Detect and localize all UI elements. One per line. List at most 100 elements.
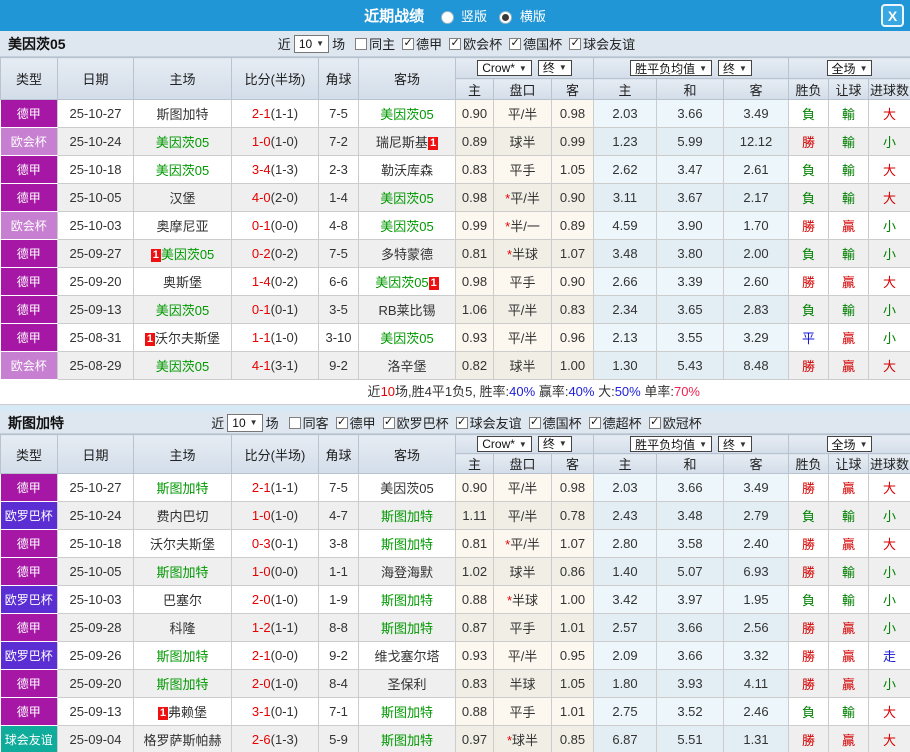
col-subheader: 客 [722, 453, 790, 474]
mean-odds-value: 2.60 [723, 267, 790, 296]
score: 2-0(1-0) [231, 585, 319, 614]
goals-result: 小 [868, 211, 910, 240]
mean-odds-value: 5.51 [656, 725, 724, 752]
mean-odds-value: 4.11 [723, 669, 790, 698]
dropdown-胜平负均值[interactable]: 胜平负均值 ▼ [630, 60, 712, 76]
score: 4-1(3-1) [231, 351, 319, 380]
odds-value: 1.07 [551, 529, 594, 558]
col-header: 类型 [0, 57, 58, 100]
score: 2-1(0-0) [231, 641, 319, 670]
mean-odds-value: 3.55 [656, 323, 724, 352]
checkbox[interactable]: ✓ [335, 416, 348, 429]
cell: 25-09-28 [57, 613, 134, 642]
score: 1-1(1-0) [231, 323, 319, 352]
col-header: 主场 [133, 434, 232, 474]
mean-odds-value: 2.57 [593, 613, 657, 642]
match-row: 德甲 25-09-13 1 弗赖堡 3-1(0-1) 7-1 斯图加特 0.88 平手 1.01 2… [0, 697, 910, 726]
checkbox[interactable]: ✓ [528, 416, 541, 429]
goals-result: 大 [868, 267, 910, 296]
league-badge: 球会友谊 [0, 725, 58, 752]
col-subheader: 进球数 [868, 78, 910, 100]
recent-count-select[interactable]: 10 ▼ [227, 413, 263, 432]
mean-odds-value: 2.43 [593, 501, 657, 530]
radio-horizontal-label[interactable]: 横版 [519, 9, 546, 24]
mean-odds-value: 3.11 [593, 183, 657, 212]
match-row: 德甲 25-10-05 汉堡 4-0(2-0) 1-4 美因茨05 0.98 *平/半 0.90… [0, 183, 910, 212]
cell: 25-10-18 [57, 529, 134, 558]
away-team: 勒沃库森 [358, 155, 456, 184]
dropdown-终[interactable]: 终 ▼ [537, 435, 572, 452]
col-subheader: 主 [455, 78, 494, 100]
cell: 7-5 [318, 473, 359, 502]
home-team: 美因茨05 [133, 295, 232, 324]
filter-bar: 近 10 ▼ 场同客 ✓ 德甲 ✓ 欧罗巴杯 ✓ 球会友谊 ✓ 德国杯 ✓ 德超杯 ✓ 欧冠杯 [211, 413, 702, 432]
handicap-result: 輸 [828, 295, 870, 324]
handicap-result: 贏 [828, 669, 870, 698]
handicap-result: 贏 [828, 211, 870, 240]
summary-row: 近10场,胜4平1负5, 胜率:40% 赢率:40% 大:50% 单率:70% [0, 380, 910, 405]
win-loss: 負 [788, 295, 830, 324]
match-row: 欧罗巴杯 25-10-03 巴塞尔 2-0(1-0) 1-9 斯图加特 0.88 *半球 1.0… [0, 585, 910, 614]
dropdown-终[interactable]: 终 ▼ [718, 60, 752, 76]
league-badge: 德甲 [0, 473, 58, 502]
mean-odds-value: 3.32 [723, 641, 790, 670]
odds-value: 0.96 [551, 323, 594, 352]
checkbox[interactable]: ✓ [449, 37, 462, 50]
handicap-result: 贏 [828, 323, 870, 352]
checkbox[interactable] [355, 37, 368, 50]
league-badge: 德甲 [0, 295, 58, 324]
cell: 25-09-27 [57, 239, 134, 268]
checkbox[interactable]: ✓ [569, 37, 582, 50]
checkbox[interactable]: ✓ [382, 416, 395, 429]
dropdown-Crow*[interactable]: Crow* ▼ [477, 60, 532, 77]
match-row: 德甲 25-10-27 斯图加特 2-1(1-1) 7-5 美因茨05 0.90 平/半 0.9… [0, 473, 910, 502]
mean-odds-value: 2.34 [593, 295, 657, 324]
dropdown-终[interactable]: 终 ▼ [537, 59, 572, 76]
cell: 3-10 [318, 323, 359, 352]
score: 1-0(0-0) [231, 557, 319, 586]
col-header: 类型 [0, 434, 58, 474]
close-icon[interactable]: X [881, 4, 904, 27]
mean-odds-value: 2.09 [593, 641, 657, 670]
league-badge: 德甲 [0, 613, 58, 642]
handicap: *半球 [493, 585, 552, 614]
checkbox[interactable]: ✓ [509, 37, 522, 50]
odds-value: 1.01 [551, 613, 594, 642]
recent-count-select[interactable]: 10 ▼ [293, 34, 330, 53]
match-row: 德甲 25-10-27 斯图加特 2-1(1-1) 7-5 美因茨05 0.90 平/半 0.9… [0, 99, 910, 128]
cell: 8-4 [318, 669, 359, 698]
home-team: 沃尔夫斯堡 [133, 529, 232, 558]
goals-result: 小 [868, 557, 910, 586]
away-team: 圣保利 [358, 669, 456, 698]
cell: 5-9 [318, 725, 359, 752]
dropdown-全场[interactable]: 全场 ▼ [826, 436, 873, 452]
odds-value: 0.85 [551, 725, 594, 752]
goals-result: 小 [868, 239, 910, 268]
radio-vertical[interactable] [440, 11, 454, 24]
mean-odds-value: 2.03 [593, 99, 657, 128]
away-team: 斯图加特 [358, 725, 456, 752]
col-subheader: 让球 [828, 78, 870, 100]
dropdown-胜平负均值[interactable]: 胜平负均值 ▼ [630, 436, 712, 452]
mean-odds-value: 3.66 [656, 641, 724, 670]
handicap: 平/半 [493, 323, 552, 352]
mean-odds-value: 5.43 [656, 351, 724, 380]
col-subheader: 客 [551, 453, 594, 474]
cell: 4-8 [318, 211, 359, 240]
dropdown-终[interactable]: 终 ▼ [718, 436, 752, 452]
checkbox[interactable]: ✓ [402, 37, 415, 50]
checkbox[interactable] [288, 416, 301, 429]
home-team: 斯图加特 [133, 473, 232, 502]
checkbox[interactable]: ✓ [455, 416, 468, 429]
win-loss: 負 [788, 697, 830, 726]
goals-result: 小 [868, 127, 910, 156]
win-loss: 勝 [788, 669, 830, 698]
dropdown-全场[interactable]: 全场 ▼ [826, 60, 873, 76]
dropdown-Crow*[interactable]: Crow* ▼ [477, 436, 532, 453]
handicap: 球半 [493, 127, 552, 156]
checkbox[interactable]: ✓ [588, 416, 601, 429]
radio-vertical-label[interactable]: 竖版 [460, 9, 487, 24]
checkbox[interactable]: ✓ [648, 416, 661, 429]
radio-horizontal[interactable] [499, 11, 513, 24]
mean-odds-value: 2.61 [723, 155, 790, 184]
